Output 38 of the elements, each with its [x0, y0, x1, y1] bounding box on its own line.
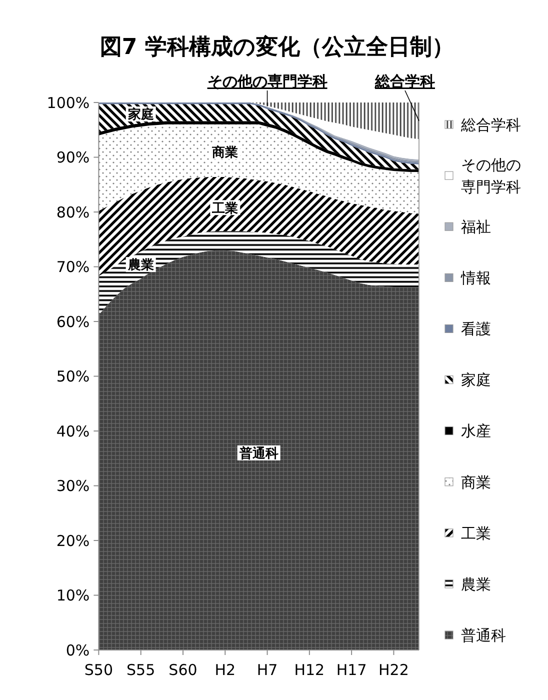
legend-label: 商業 — [461, 473, 491, 492]
x-tick-label: H17 — [336, 661, 367, 679]
legend-label: 普通科 — [461, 626, 506, 644]
legend-label: 工業 — [461, 524, 491, 542]
annotation: その他の専門学科 — [207, 72, 328, 90]
x-tick-label: H2 — [214, 661, 236, 679]
y-tick-label: 60% — [56, 312, 90, 331]
legend-label: その他の専門学科 — [461, 156, 521, 196]
legend-label: 家庭 — [461, 371, 491, 390]
legend-label: 情報 — [460, 269, 491, 288]
x-tick-label: H12 — [294, 661, 325, 679]
annotation: 工業 — [211, 201, 238, 216]
annotation: 家庭 — [126, 106, 154, 123]
x-tick-label: H7 — [256, 661, 278, 679]
y-tick-label: 0% — [66, 641, 90, 660]
y-tick-label: 50% — [56, 368, 90, 386]
y-tick-label: 70% — [56, 258, 90, 276]
y-tick-label: 30% — [56, 477, 90, 495]
chart-title: 図7 学科構成の変化（公立全日制） — [100, 34, 454, 60]
legend-label: 水産 — [461, 422, 491, 440]
y-tick-label: 10% — [56, 586, 90, 604]
legend-label: 看護 — [461, 320, 491, 338]
x-tick-label: S50 — [84, 661, 114, 679]
text: 総合学科 — [374, 72, 435, 90]
x-tick-label: S55 — [126, 661, 156, 679]
annotation: 普通科 — [238, 446, 278, 462]
y-tick-label: 100% — [46, 94, 90, 112]
annotation: 商業 — [211, 144, 238, 160]
y-tick-label: 20% — [56, 532, 90, 550]
y-tick-label: 40% — [56, 422, 90, 440]
x-tick-label: S60 — [168, 661, 198, 679]
y-tick-label: 80% — [56, 203, 90, 222]
x-tick-label: H22 — [378, 661, 409, 679]
legend-label: 農業 — [461, 575, 491, 594]
annotation: 農業 — [126, 258, 154, 274]
legend-label: 福祉 — [461, 218, 491, 236]
legend-label: 総合学科 — [460, 116, 521, 134]
y-tick-label: 90% — [56, 148, 90, 166]
